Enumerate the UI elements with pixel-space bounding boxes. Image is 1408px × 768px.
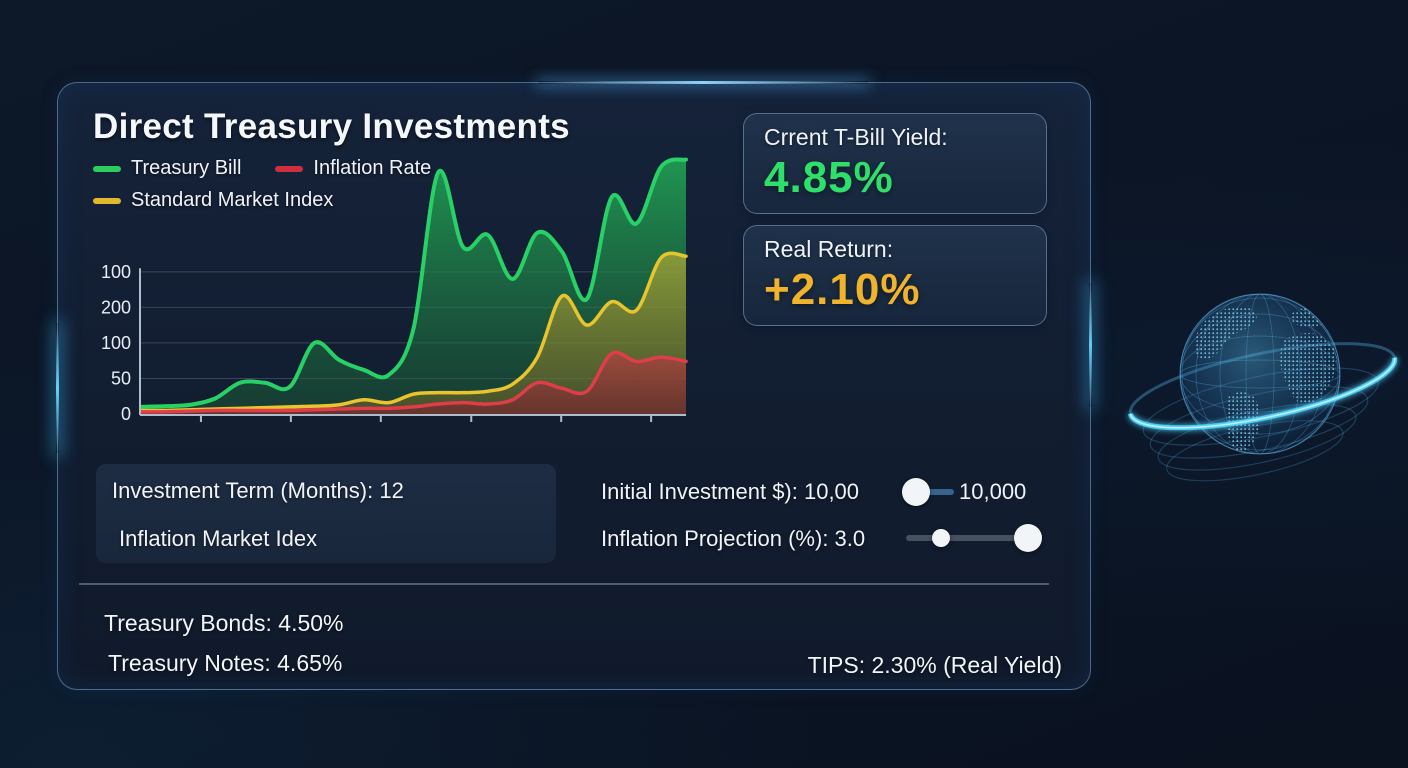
real-return-card: Real Return: +2.10% — [743, 225, 1047, 326]
tbill-yield-value: 4.85% — [764, 153, 894, 202]
initial-investment-slider-knob[interactable] — [902, 478, 930, 506]
investment-controls-box: Investment Term (Months): 12 Inflation M… — [96, 464, 556, 563]
globe-continents-icon — [1194, 307, 1337, 454]
legend-label: Standard Market Index — [131, 189, 334, 211]
inflation-projection-label: Inflation Projection (%): 3.0 — [601, 526, 866, 551]
panel-left-glow — [56, 323, 59, 453]
real-return-value: +2.10% — [764, 265, 921, 314]
chart-legend: Treasury Bill Inflation Rate Standard Ma… — [93, 157, 513, 221]
globe-graphic — [1128, 293, 1398, 482]
treasury-bill-swatch-icon — [93, 165, 121, 172]
tbill-yield-card: Crrent T-Bill Yield: 4.85% — [743, 113, 1047, 214]
initial-investment-label: Initial Investment $): 10,00 — [601, 479, 860, 504]
tips-rate: TIPS: 2.30% (Real Yield) — [807, 652, 1062, 678]
svg-text:0: 0 — [121, 404, 131, 424]
svg-text:100: 100 — [101, 262, 131, 282]
svg-text:100: 100 — [101, 333, 131, 353]
initial-investment-slider-track[interactable] — [916, 489, 954, 495]
tbill-yield-label: Crrent T-Bill Yield: — [764, 124, 948, 150]
panel-right-glow — [1089, 283, 1092, 407]
legend-label: Treasury Bill — [131, 157, 242, 179]
inflation-rate-swatch-icon — [275, 165, 304, 172]
treasury-bonds-rate: Treasury Bonds: 4.50% — [104, 610, 344, 636]
real-return-label: Real Return: — [764, 236, 894, 262]
initial-investment-value: 10,000 — [959, 479, 1027, 504]
treasury-notes-rate: Treasury Notes: 4.65% — [108, 650, 343, 676]
legend-row: Treasury Bill Inflation Rate — [93, 157, 513, 180]
panel-top-glow — [538, 81, 868, 84]
inflation-market-index-label: Inflation Market Idex — [119, 526, 318, 551]
investment-term-label: Investment Term (Months): 12 — [112, 478, 404, 503]
svg-text:50: 50 — [111, 368, 131, 388]
inflation-projection-slider-knob[interactable] — [932, 529, 950, 547]
legend-item-inflation-rate: Inflation Rate — [275, 157, 431, 180]
legend-label: Inflation Rate — [313, 157, 432, 179]
main-panel: Direct Treasury Investments Treasury Bil… — [56, 81, 1092, 690]
legend-row: Standard Market Index — [93, 189, 513, 212]
legend-item-treasury-bill: Treasury Bill — [93, 157, 241, 180]
page-title: Direct Treasury Investments — [93, 107, 570, 146]
market-index-swatch-icon — [93, 197, 121, 204]
treasury-performance-chart: 0 50 100 200 100 — [101, 157, 688, 424]
legend-item-standard-market-index: Standard Market Index — [93, 189, 333, 212]
inflation-projection-slider-end-knob[interactable] — [1014, 524, 1042, 552]
section-divider — [79, 583, 1049, 585]
svg-text:200: 200 — [101, 297, 131, 317]
inflation-projection-slider-track[interactable] — [906, 535, 1036, 541]
globe-ring-core-icon — [1129, 357, 1396, 429]
